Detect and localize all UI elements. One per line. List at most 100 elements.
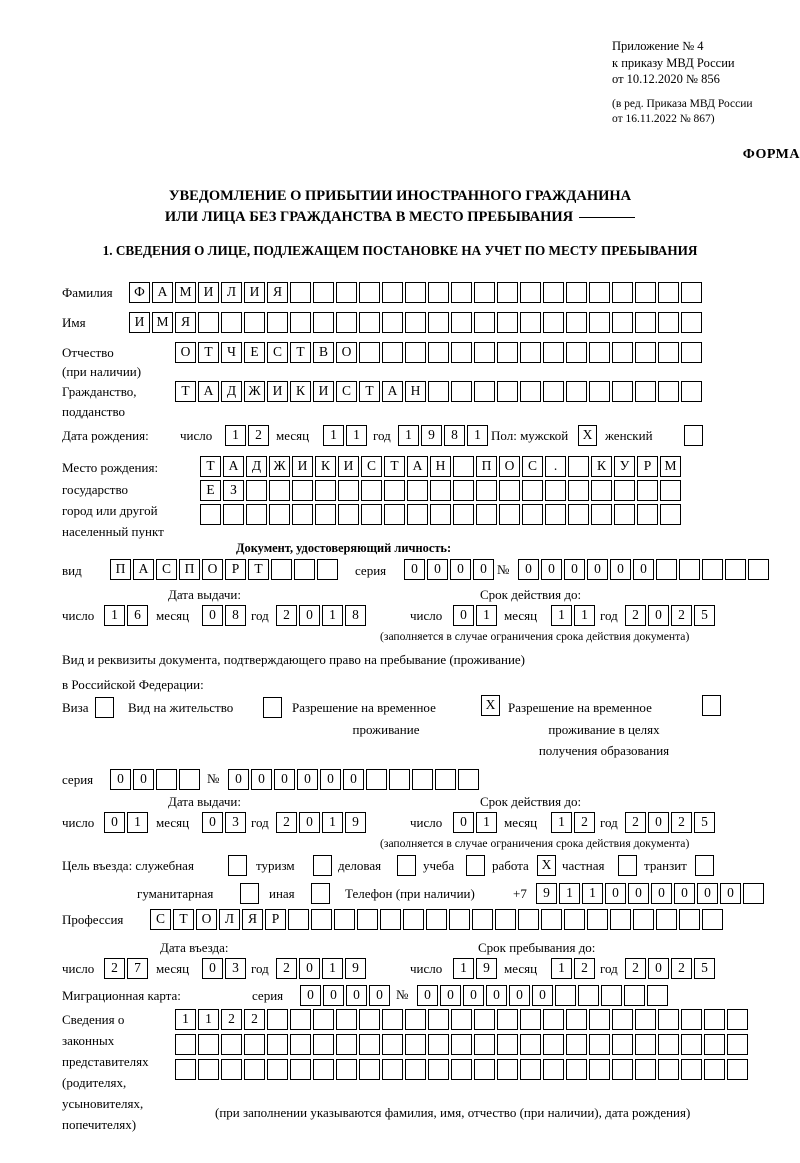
char-cell[interactable] xyxy=(658,1034,679,1055)
char-cell[interactable]: Т xyxy=(384,456,405,477)
char-cell[interactable] xyxy=(612,282,633,303)
char-cell[interactable]: П xyxy=(476,456,497,477)
char-cell[interactable] xyxy=(405,1059,426,1080)
char-cell[interactable] xyxy=(451,1009,472,1030)
char-cell[interactable] xyxy=(428,342,449,363)
char-cell[interactable] xyxy=(566,381,587,402)
char-cell[interactable]: 0 xyxy=(648,605,669,626)
char-cell[interactable]: П xyxy=(110,559,131,580)
char-cell[interactable] xyxy=(313,1009,334,1030)
char-cell[interactable] xyxy=(591,504,612,525)
char-cell[interactable] xyxy=(624,985,645,1006)
char-cell[interactable] xyxy=(389,769,410,790)
char-cell[interactable]: С xyxy=(156,559,177,580)
char-cell[interactable] xyxy=(451,1034,472,1055)
char-cell[interactable]: 1 xyxy=(322,958,343,979)
char-cell[interactable] xyxy=(635,342,656,363)
char-cell[interactable] xyxy=(566,1009,587,1030)
char-cell[interactable] xyxy=(681,1059,702,1080)
char-cell[interactable]: 0 xyxy=(648,958,669,979)
char-cell[interactable] xyxy=(458,769,479,790)
char-cell[interactable] xyxy=(412,769,433,790)
char-cell[interactable]: 3 xyxy=(225,812,246,833)
char-cell[interactable] xyxy=(474,1059,495,1080)
char-cell[interactable] xyxy=(681,312,702,333)
char-cell[interactable] xyxy=(407,504,428,525)
char-cell[interactable]: 2 xyxy=(574,958,595,979)
char-cell[interactable] xyxy=(384,504,405,525)
char-cell[interactable]: К xyxy=(290,381,311,402)
char-cell[interactable] xyxy=(635,282,656,303)
char-cell[interactable] xyxy=(681,381,702,402)
char-cell[interactable]: С xyxy=(336,381,357,402)
char-cell[interactable] xyxy=(520,1009,541,1030)
char-cell[interactable] xyxy=(656,559,677,580)
char-cell[interactable]: О xyxy=(499,456,520,477)
char-cell[interactable]: 2 xyxy=(276,958,297,979)
char-cell[interactable]: В xyxy=(313,342,334,363)
char-cell[interactable] xyxy=(520,312,541,333)
char-cell[interactable] xyxy=(658,342,679,363)
char-cell[interactable] xyxy=(658,282,679,303)
char-cell[interactable] xyxy=(541,909,562,930)
char-cell[interactable] xyxy=(198,1059,219,1080)
char-cell[interactable] xyxy=(704,1059,725,1080)
char-cell[interactable]: О xyxy=(196,909,217,930)
char-cell[interactable]: 0 xyxy=(133,769,154,790)
checkbox-residence-permit[interactable] xyxy=(263,697,282,718)
char-cell[interactable] xyxy=(366,769,387,790)
char-cell[interactable] xyxy=(290,282,311,303)
char-cell[interactable] xyxy=(635,1059,656,1080)
char-cell[interactable] xyxy=(403,909,424,930)
char-cell[interactable] xyxy=(175,1059,196,1080)
checkbox-purpose-work[interactable]: X xyxy=(537,855,556,876)
char-cell[interactable] xyxy=(589,1009,610,1030)
char-cell[interactable] xyxy=(499,504,520,525)
char-cell[interactable] xyxy=(221,1034,242,1055)
char-cell[interactable] xyxy=(156,769,177,790)
char-cell[interactable] xyxy=(610,909,631,930)
char-cell[interactable]: 0 xyxy=(610,559,631,580)
char-cell[interactable]: О xyxy=(202,559,223,580)
checkbox-purpose-study[interactable] xyxy=(466,855,485,876)
char-cell[interactable]: О xyxy=(175,342,196,363)
char-cell[interactable] xyxy=(589,1034,610,1055)
char-cell[interactable]: 0 xyxy=(299,605,320,626)
char-cell[interactable]: И xyxy=(267,381,288,402)
char-cell[interactable]: 6 xyxy=(127,605,148,626)
char-cell[interactable] xyxy=(612,1034,633,1055)
char-cell[interactable] xyxy=(727,1059,748,1080)
char-cell[interactable] xyxy=(435,769,456,790)
char-cell[interactable] xyxy=(472,909,493,930)
char-cell[interactable]: 1 xyxy=(323,425,344,446)
char-cell[interactable]: 0 xyxy=(674,883,695,904)
char-cell[interactable] xyxy=(382,1009,403,1030)
char-cell[interactable] xyxy=(198,312,219,333)
char-cell[interactable] xyxy=(359,1009,380,1030)
char-cell[interactable] xyxy=(679,559,700,580)
char-cell[interactable]: Н xyxy=(430,456,451,477)
checkbox-purpose-transit[interactable] xyxy=(695,855,714,876)
char-cell[interactable] xyxy=(405,1009,426,1030)
char-cell[interactable] xyxy=(290,1059,311,1080)
checkbox-purpose-official[interactable] xyxy=(228,855,247,876)
char-cell[interactable]: 1 xyxy=(346,425,367,446)
char-cell[interactable] xyxy=(497,312,518,333)
char-cell[interactable] xyxy=(336,1059,357,1080)
char-cell[interactable]: 0 xyxy=(633,559,654,580)
char-cell[interactable]: У xyxy=(614,456,635,477)
char-cell[interactable]: И xyxy=(292,456,313,477)
checkbox-temp-residence[interactable]: X xyxy=(481,695,500,716)
char-cell[interactable] xyxy=(428,1009,449,1030)
char-cell[interactable] xyxy=(451,342,472,363)
